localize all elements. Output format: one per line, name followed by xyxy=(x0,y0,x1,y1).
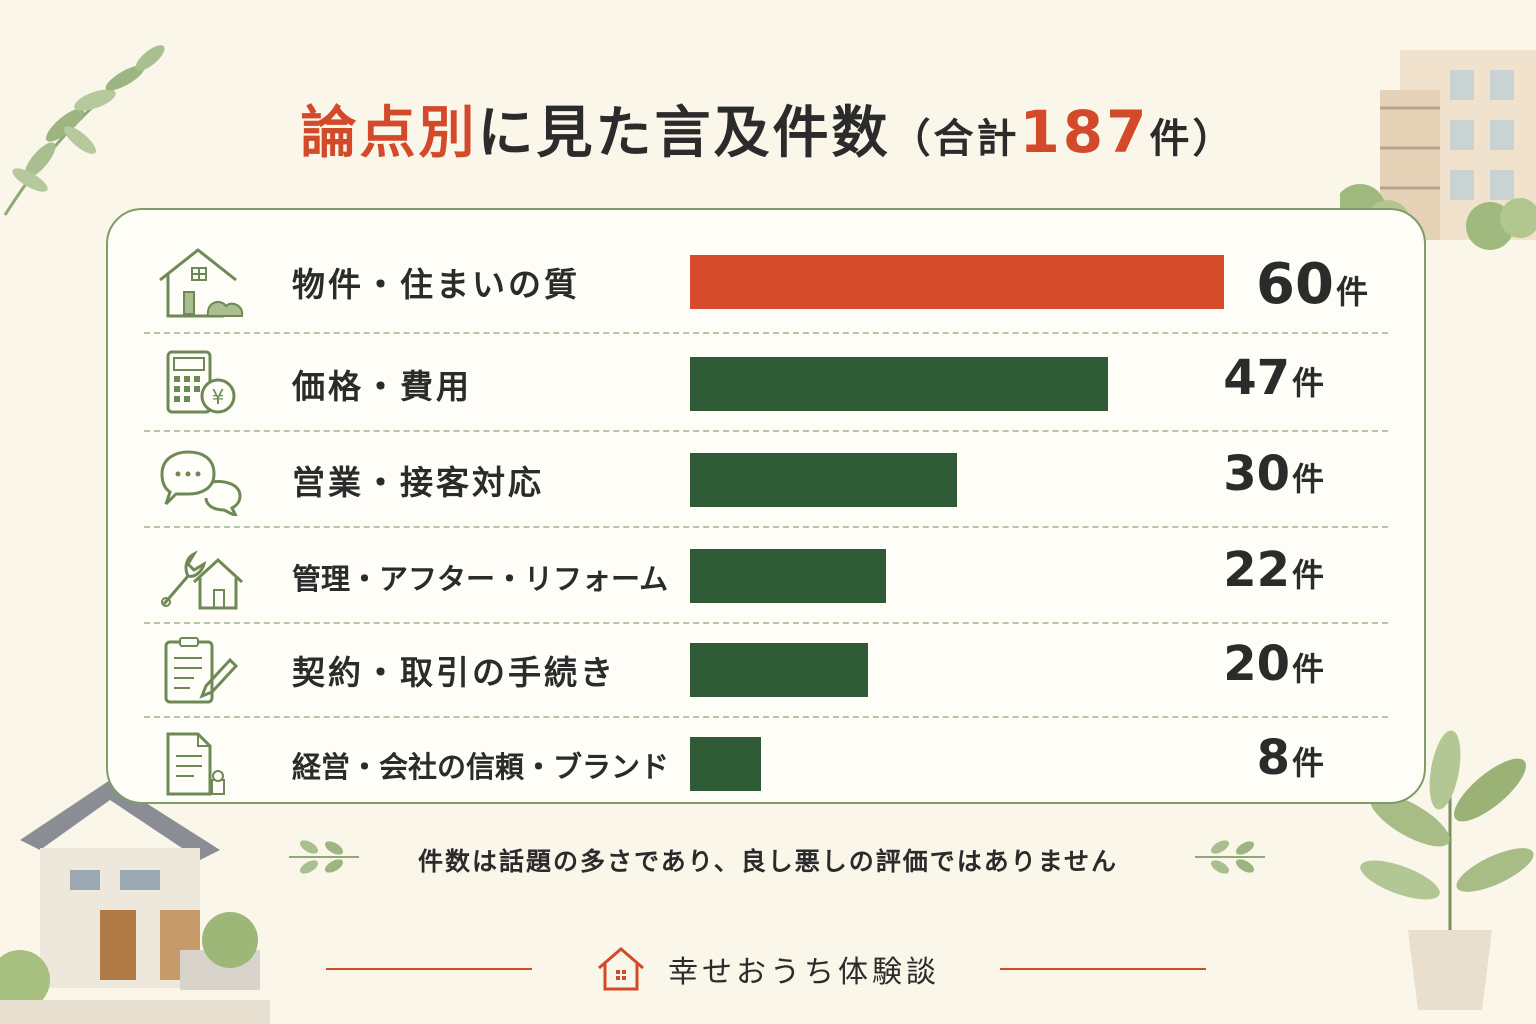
value-label: 20件 xyxy=(1223,636,1324,692)
bar xyxy=(690,255,1224,309)
title-prefix: 論点別 xyxy=(300,101,478,166)
category-label: 営業・接客対応 xyxy=(292,463,544,502)
title-paren-close: ） xyxy=(1192,116,1236,162)
row-separator xyxy=(144,332,1388,334)
value-unit: 件 xyxy=(1291,650,1324,688)
value-unit: 件 xyxy=(1291,460,1324,498)
bar xyxy=(690,737,761,791)
chart-row: 契約・取引の手続き 20件 xyxy=(108,622,1424,718)
title-total: 187 xyxy=(1019,98,1150,166)
document-stamp-icon xyxy=(154,728,250,800)
title-paren-open: （合計 xyxy=(890,116,1020,162)
value-unit: 件 xyxy=(1291,364,1324,402)
house-illustration-icon xyxy=(0,780,270,1024)
row-separator xyxy=(144,526,1388,528)
value-number: 30 xyxy=(1223,446,1290,502)
category-label: 価格・費用 xyxy=(292,367,472,406)
value-unit: 件 xyxy=(1335,273,1368,311)
bar xyxy=(690,357,1108,411)
brand-divider-left xyxy=(326,968,532,970)
chart-panel: 物件・住まいの質 60件 ¥ 価格・費用 47件 営業・接客対応 30件 管理・アフター・リフ… xyxy=(106,208,1426,804)
value-label: 8件 xyxy=(1257,730,1324,786)
chart-title: 論点別に見た言及件数（合計187件） xyxy=(0,88,1536,169)
value-label: 47件 xyxy=(1223,350,1324,406)
chart-row: 経営・会社の信頼・ブランド 8件 xyxy=(108,716,1424,812)
value-number: 20 xyxy=(1223,636,1290,692)
chart-row: 物件・住まいの質 60件 xyxy=(108,234,1424,330)
potted-plant-icon xyxy=(1360,730,1534,1010)
row-separator xyxy=(144,716,1388,718)
row-separator xyxy=(144,622,1388,624)
value-number: 60 xyxy=(1256,252,1334,317)
value-number: 22 xyxy=(1223,542,1290,598)
value-unit: 件 xyxy=(1291,556,1324,594)
calculator-yen-icon: ¥ xyxy=(154,348,250,420)
wrench-house-icon xyxy=(154,540,250,612)
clipboard-pen-icon xyxy=(154,634,250,706)
brand-name: 幸せおうち体験談 xyxy=(668,955,940,990)
category-label: 管理・アフター・リフォーム xyxy=(292,562,669,596)
chart-row: 管理・アフター・リフォーム 22件 xyxy=(108,528,1424,624)
category-label: 契約・取引の手続き xyxy=(292,653,616,692)
bar xyxy=(690,549,886,603)
house-logo-icon xyxy=(598,947,644,991)
value-number: 47 xyxy=(1223,350,1290,406)
category-label: 経営・会社の信頼・ブランド xyxy=(292,750,670,784)
brand-divider-right xyxy=(1000,968,1206,970)
bar xyxy=(690,643,868,697)
value-label: 22件 xyxy=(1223,542,1324,598)
title-main: に見た言及件数 xyxy=(477,101,891,166)
leaf-sprig-right-icon xyxy=(1195,840,1265,874)
house-icon xyxy=(154,246,250,318)
value-number: 8 xyxy=(1256,730,1290,786)
footnote: 件数は話題の多さであり、良し悪しの評価ではありません xyxy=(417,847,1118,876)
title-unit: 件 xyxy=(1149,116,1193,162)
value-label: 30件 xyxy=(1223,446,1324,502)
svg-text:¥: ¥ xyxy=(212,385,225,409)
value-label: 60件 xyxy=(1256,252,1368,317)
row-separator xyxy=(144,430,1388,432)
chart-row: 営業・接客対応 30件 xyxy=(108,432,1424,528)
leaf-sprig-left-icon xyxy=(289,840,359,874)
brand: 幸せおうち体験談 xyxy=(0,946,1536,992)
chart-row: ¥ 価格・費用 47件 xyxy=(108,336,1424,432)
leaf-branch-top-left-icon xyxy=(3,45,165,216)
value-unit: 件 xyxy=(1291,744,1324,782)
bar xyxy=(690,453,957,507)
category-label: 物件・住まいの質 xyxy=(292,265,580,304)
speech-bubbles-icon xyxy=(154,444,250,520)
